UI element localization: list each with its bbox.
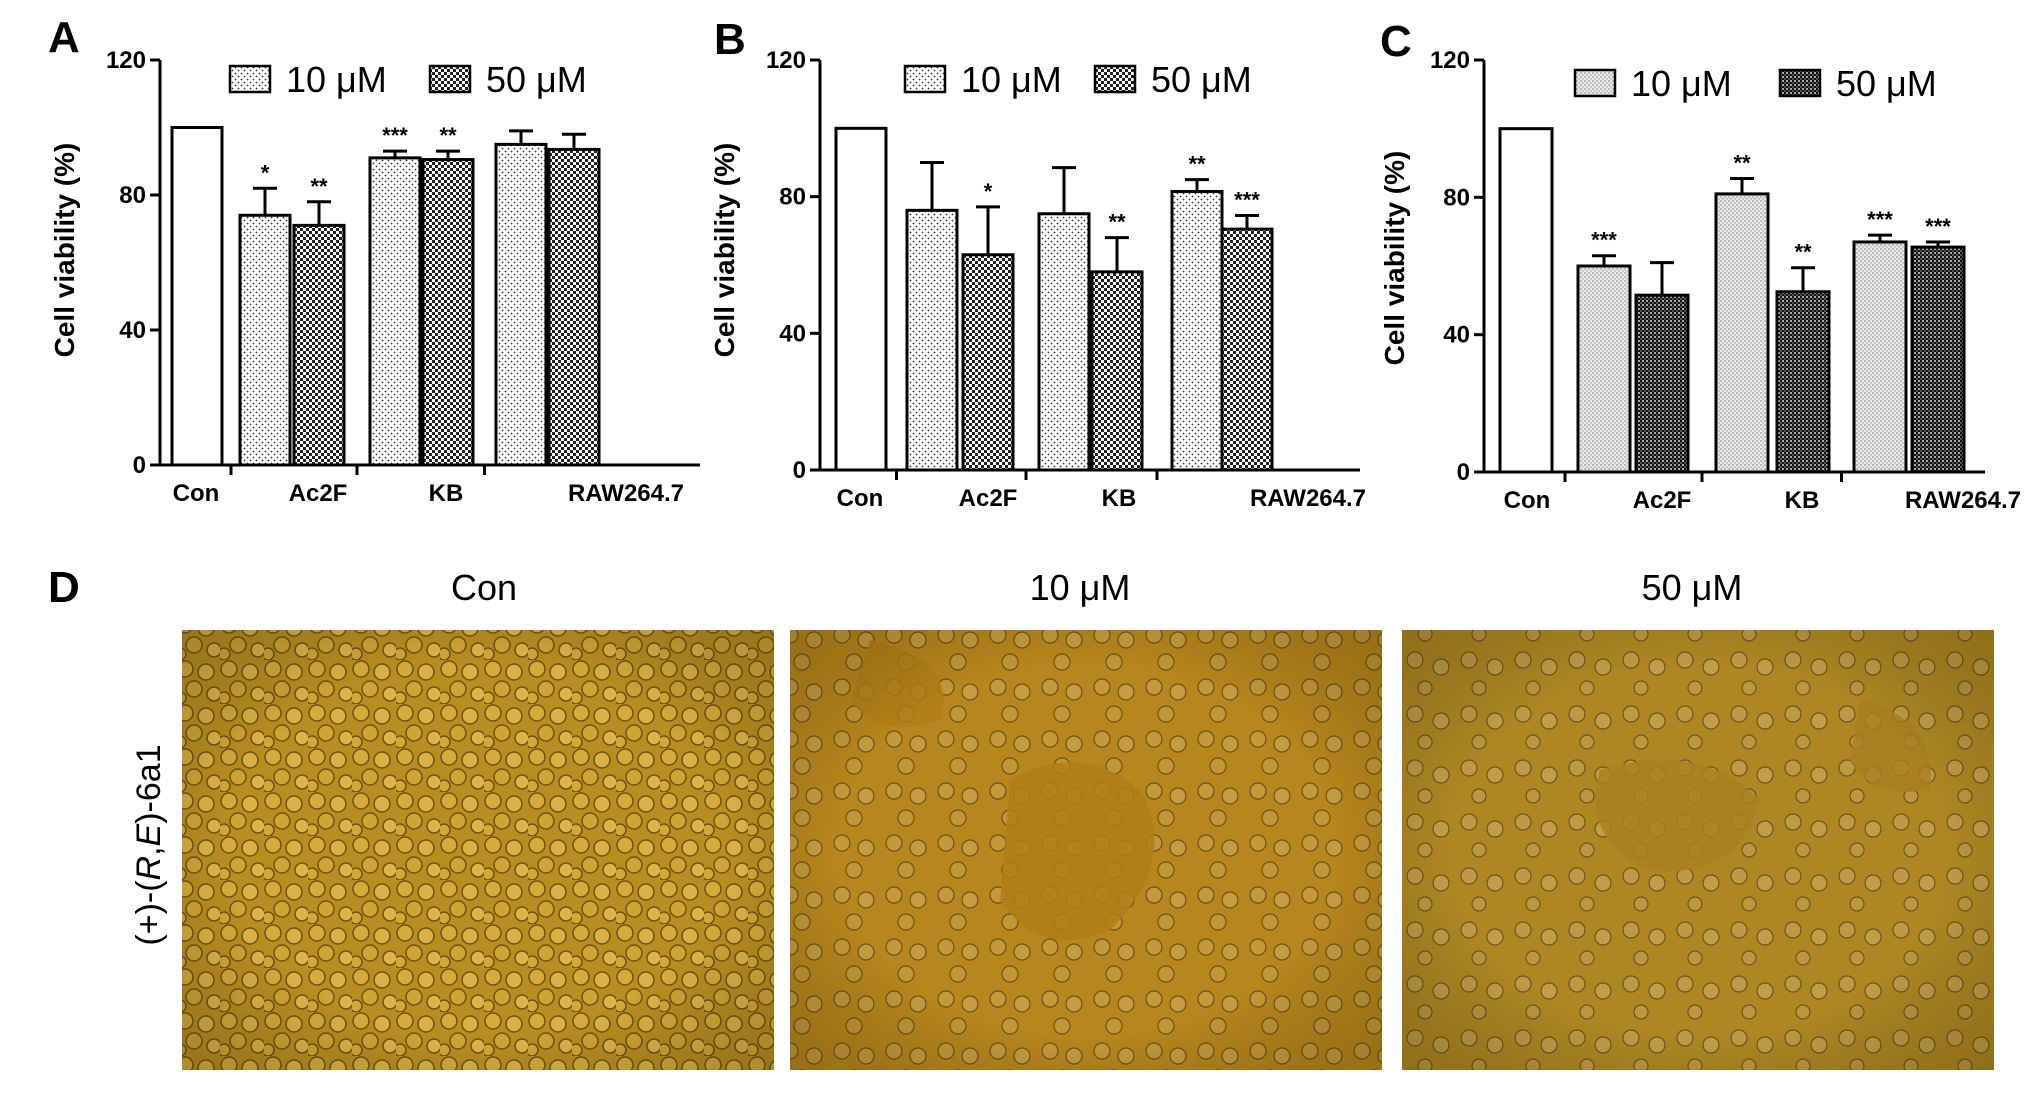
bar-kb <box>368 156 422 467</box>
panel-d: D Con 10 μM 50 μM (+)-(R,E)-6a1 <box>48 563 1994 1070</box>
y-tick-label: 80 <box>119 182 146 209</box>
micrograph-10um <box>790 630 1382 1070</box>
y-tick-label: 0 <box>1457 459 1470 486</box>
category-label: Ac2F <box>289 480 348 507</box>
category-label: KB <box>1785 487 1820 514</box>
chart-panel-b: B 0 40 80 120 Cell viability (%) Con Ac2F KB RAW2… <box>709 15 1366 512</box>
bar-raw2647 <box>1170 190 1224 472</box>
bar-raw2647 <box>1910 245 1966 474</box>
bar-ac2f <box>905 208 959 472</box>
chart-panel-c: C 0 40 80 120 Cell viability (%) Con Ac2F KB RAW2… <box>1379 17 2021 514</box>
legend-swatch <box>1093 64 1137 94</box>
bar-kb <box>1090 270 1144 472</box>
bar-ac2f <box>961 253 1015 472</box>
significance-marker: ** <box>310 174 328 199</box>
column-title-50um: 50 μM <box>1642 567 1743 608</box>
legend-label: 50 μM <box>1151 59 1252 100</box>
y-tick-label: 0 <box>133 452 146 479</box>
significance-marker: * <box>984 179 993 204</box>
bar-kb <box>1775 290 1831 474</box>
significance-marker: *** <box>1591 228 1617 253</box>
legend-label: 10 μM <box>1631 63 1732 104</box>
y-tick-label: 120 <box>106 47 146 74</box>
bar-raw2647 <box>547 147 601 467</box>
legend-label: 50 μM <box>486 59 587 100</box>
significance-marker: ** <box>1733 150 1751 175</box>
bar-ac2f <box>292 223 346 467</box>
significance-marker: ** <box>1188 152 1206 177</box>
panel-label-c: C <box>1380 17 1412 66</box>
micrograph-50um <box>1402 630 1994 1070</box>
bar-ac2f <box>1576 264 1632 474</box>
y-tick-label: 40 <box>779 320 806 347</box>
category-label: KB <box>429 480 464 507</box>
y-tick-label: 40 <box>119 317 146 344</box>
column-title-con: Con <box>451 567 517 608</box>
legend-swatch <box>1573 68 1617 98</box>
panel-label-b: B <box>714 15 746 64</box>
bar-ac2f <box>1634 293 1690 474</box>
significance-marker: * <box>261 160 270 185</box>
y-tick-label: 40 <box>1443 322 1470 349</box>
bar-raw2647 <box>1852 240 1908 474</box>
significance-marker: *** <box>1234 187 1260 212</box>
y-tick-label: 120 <box>1430 47 1470 74</box>
legend-swatch <box>428 64 472 94</box>
significance-marker: *** <box>1925 214 1951 239</box>
bar-kb <box>421 158 475 467</box>
bar-con <box>170 126 224 467</box>
y-axis-label: Cell viability (%) <box>49 143 80 358</box>
significance-marker: *** <box>382 123 408 148</box>
bar-kb <box>1037 212 1091 472</box>
bar-ac2f <box>238 213 292 467</box>
significance-marker: ** <box>1108 210 1126 235</box>
bar-raw2647 <box>1220 227 1274 472</box>
bar-con <box>1498 127 1554 474</box>
y-tick-label: 80 <box>779 184 806 211</box>
category-label: Con <box>173 480 220 507</box>
bar-raw2647 <box>494 142 548 467</box>
legend-label: 50 μM <box>1836 63 1937 104</box>
y-axis-label: Cell viability (%) <box>709 143 740 358</box>
category-label: RAW264.7 <box>568 480 684 507</box>
bar-con <box>834 126 888 472</box>
chart-panel-a: A 0 40 80 120 Cell viability (%) Con Ac2F KB RAW2… <box>48 13 700 507</box>
legend-label: 10 μM <box>961 59 1062 100</box>
category-label: Con <box>1504 487 1551 514</box>
category-label: RAW264.7 <box>1250 485 1366 512</box>
significance-marker: ** <box>439 123 457 148</box>
micrograph-con <box>182 630 774 1070</box>
legend-swatch <box>903 64 947 94</box>
panel-label-d: D <box>48 563 80 612</box>
row-label-compound: (+)-(R,E)-6a1 <box>130 744 168 945</box>
category-label: RAW264.7 <box>1905 487 2021 514</box>
category-label: Con <box>837 485 884 512</box>
panel-label-a: A <box>48 13 80 62</box>
significance-marker: *** <box>1867 207 1893 232</box>
column-title-10um: 10 μM <box>1030 567 1131 608</box>
significance-marker: ** <box>1794 240 1812 265</box>
category-label: Ac2F <box>1633 487 1692 514</box>
y-tick-label: 0 <box>793 457 806 484</box>
bar-kb <box>1714 192 1770 474</box>
legend-swatch <box>1778 68 1822 98</box>
legend-label: 10 μM <box>286 59 387 100</box>
category-label: Ac2F <box>959 485 1018 512</box>
y-tick-label: 120 <box>766 47 806 74</box>
legend-swatch <box>228 64 272 94</box>
y-tick-label: 80 <box>1443 184 1470 211</box>
y-axis-label: Cell viability (%) <box>1379 151 1410 366</box>
category-label: KB <box>1102 485 1137 512</box>
